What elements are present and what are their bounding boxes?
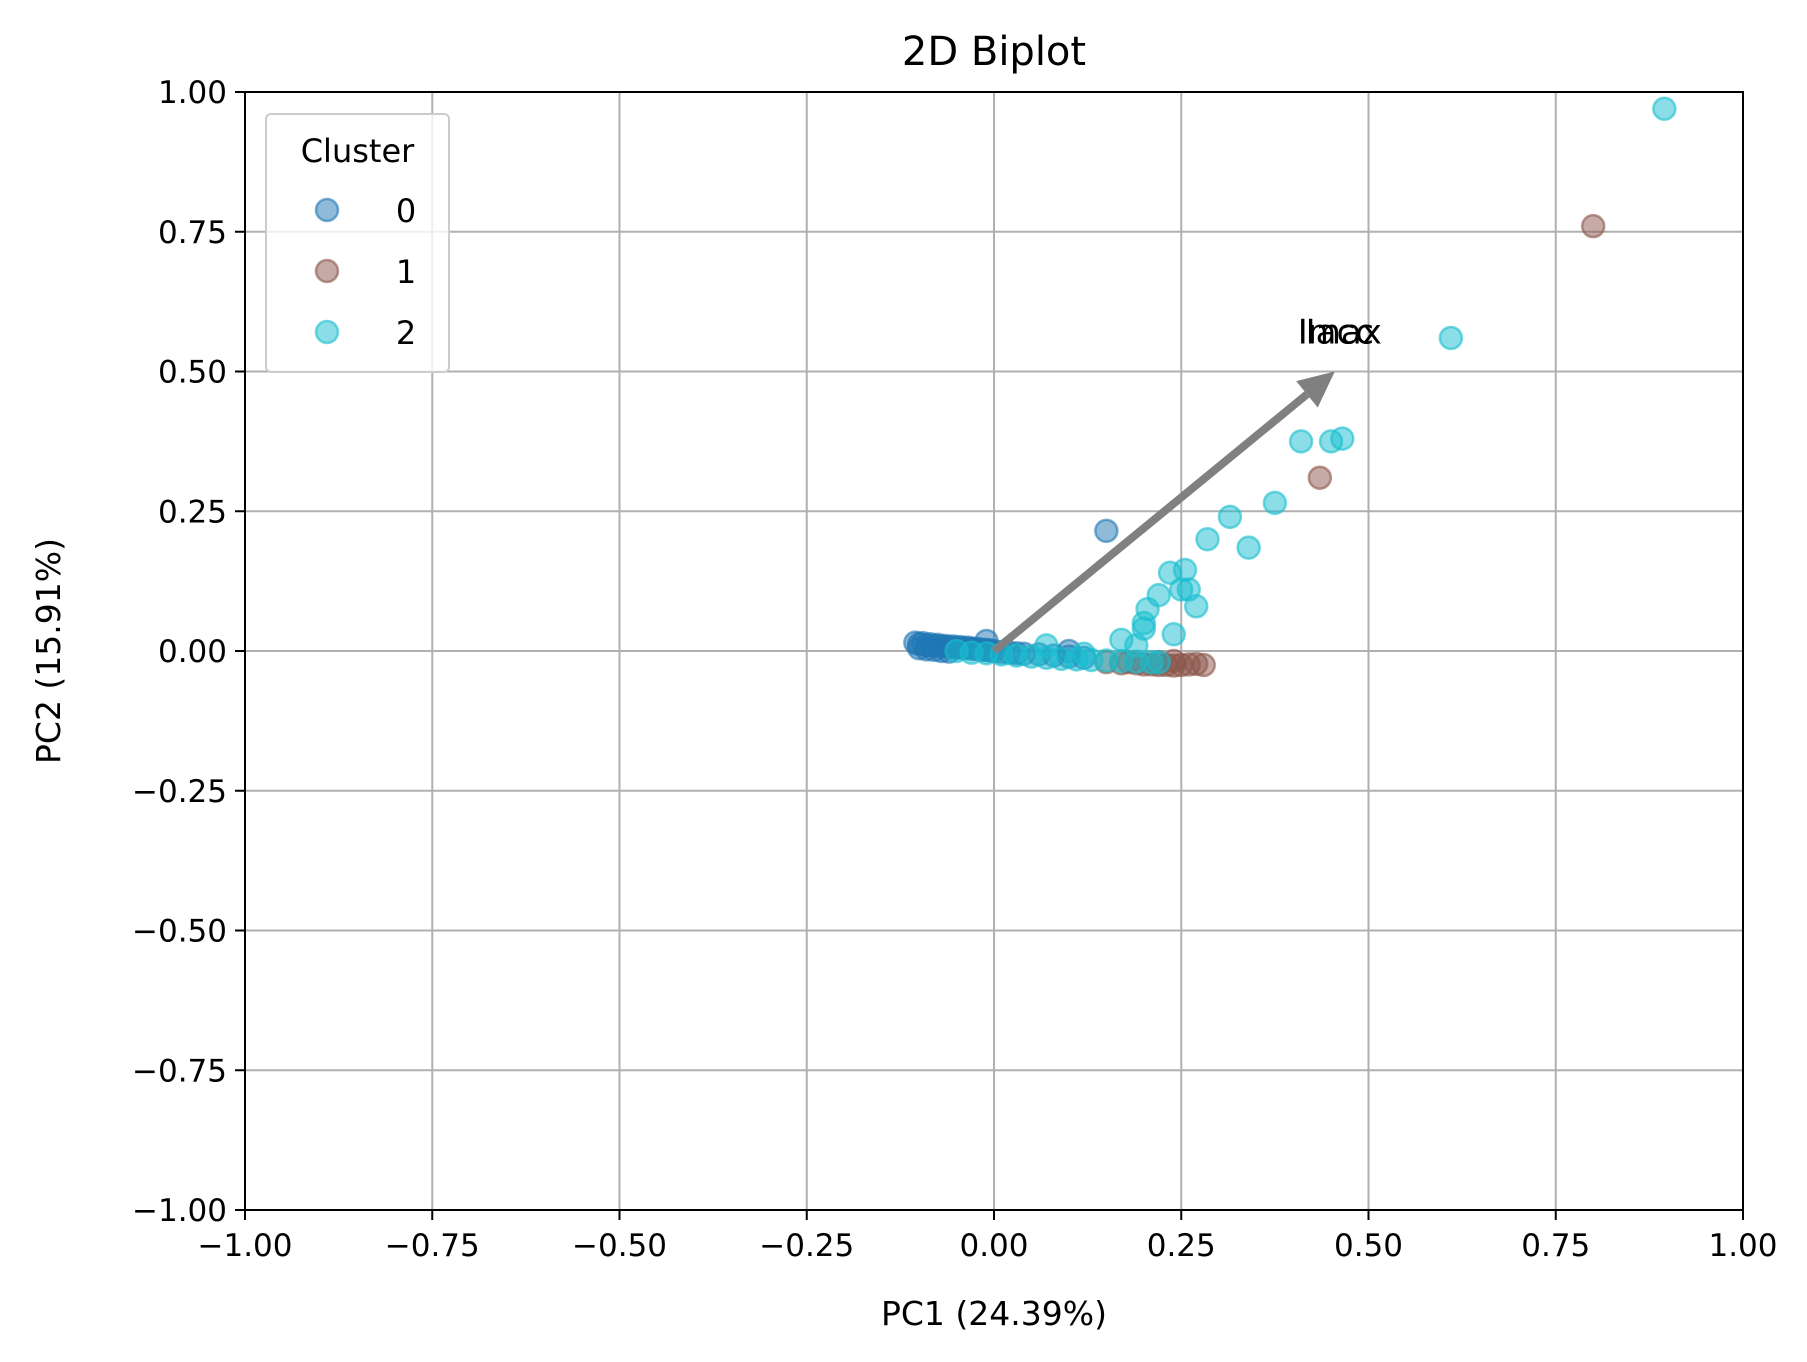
data-point	[1195, 526, 1220, 552]
data-point	[1034, 633, 1059, 658]
data-point	[1438, 325, 1464, 351]
data-point	[1262, 490, 1288, 516]
x-tick-label: 0.00	[959, 1228, 1028, 1264]
data-point	[1146, 649, 1172, 675]
data-point	[1183, 594, 1209, 619]
legend-label-0: 0	[396, 192, 416, 230]
chart-title: 2D Biplot	[902, 29, 1086, 75]
y-tick-label: −0.75	[132, 1053, 227, 1089]
data-point	[1146, 582, 1172, 608]
x-tick-label: −0.50	[572, 1228, 667, 1264]
data-point	[1071, 641, 1097, 667]
data-point	[1172, 557, 1198, 583]
x-axis-label: PC1 (24.39%)	[881, 1294, 1107, 1333]
data-point	[1652, 96, 1677, 122]
x-tick-label: −0.25	[759, 1228, 854, 1264]
y-tick-label: 0.75	[158, 215, 227, 251]
x-tick-label: −0.75	[385, 1228, 480, 1264]
y-tick-label: 0.25	[158, 494, 227, 530]
x-tick-label: 0.25	[1147, 1228, 1216, 1264]
loading-label-iacc: Iacc	[1306, 313, 1374, 353]
legend-marker-0	[314, 197, 340, 223]
y-tick-label: −0.25	[132, 774, 227, 810]
y-tick-label: 1.00	[158, 75, 227, 111]
y-tick-label: 0.00	[158, 634, 227, 670]
axis-ticks: −1.00 −0.75 −0.50 −0.25 0.00 0.25 0.50 0.75 1.00…	[132, 75, 1778, 1264]
y-tick-label: −1.00	[132, 1193, 227, 1229]
legend-box	[265, 113, 450, 373]
loading-label-imax: Imax	[1298, 313, 1382, 353]
loading-arrow-shaft	[991, 391, 1310, 655]
x-tick-label: 0.75	[1521, 1228, 1590, 1264]
data-point	[1330, 426, 1355, 451]
data-point	[1191, 652, 1216, 678]
legend-label-2: 2	[396, 314, 416, 352]
loading-arrow-head	[1296, 371, 1335, 408]
legend-marker-2	[314, 319, 340, 345]
y-axis-label: PC2 (15.91%)	[29, 538, 68, 764]
legend-label-1: 1	[396, 253, 416, 291]
data-point	[1161, 621, 1187, 647]
x-tick-label: 1.00	[1708, 1228, 1777, 1264]
legend-marker-1	[314, 258, 340, 284]
data-point	[1288, 429, 1314, 454]
data-point	[1580, 213, 1606, 239]
legend-title: Cluster	[301, 132, 415, 170]
data-point	[1307, 465, 1333, 490]
data-point	[1217, 504, 1243, 530]
x-tick-label: −1.00	[198, 1228, 293, 1264]
scatter-points	[903, 96, 1677, 678]
legend: Cluster 0 1 2	[265, 113, 450, 373]
data-point	[1236, 535, 1261, 560]
y-tick-label: 0.50	[158, 355, 227, 391]
data-point	[1094, 518, 1119, 544]
x-tick-label: 0.50	[1334, 1228, 1403, 1264]
y-tick-label: −0.50	[132, 914, 227, 950]
